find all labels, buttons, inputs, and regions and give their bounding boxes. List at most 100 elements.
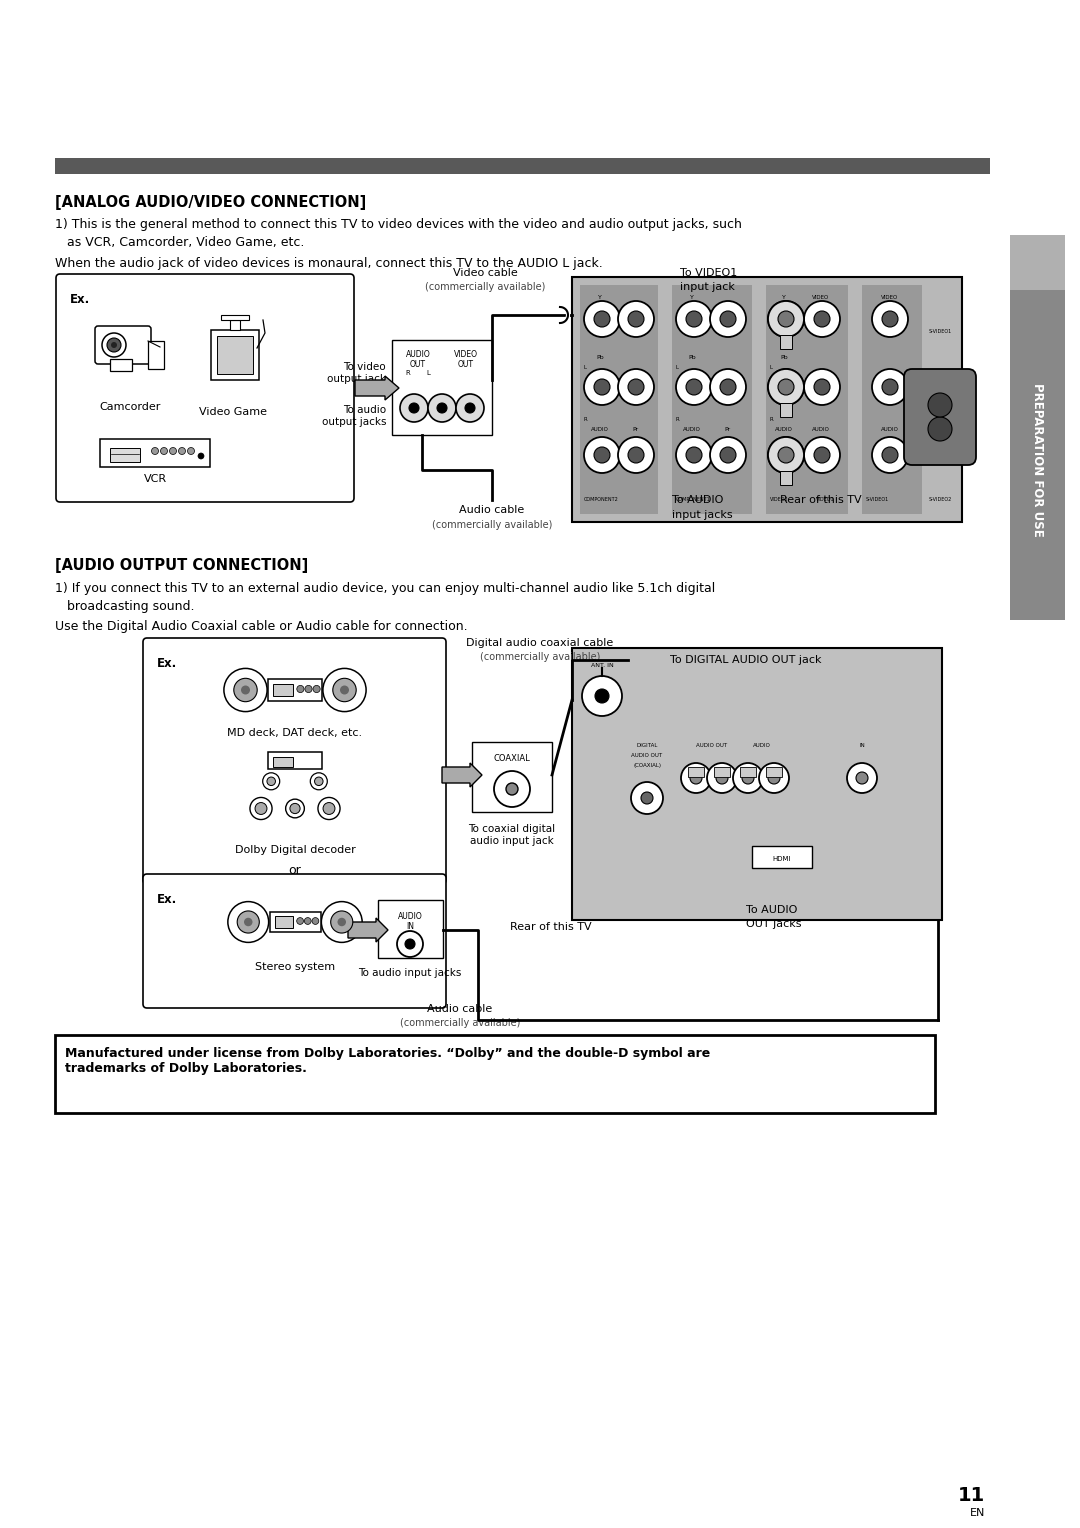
Text: Digital audio coaxial cable: Digital audio coaxial cable [467,639,613,648]
Text: (COAXIAL): (COAXIAL) [633,762,661,769]
Bar [672,286,752,513]
Circle shape [814,379,831,396]
Bar [55,1034,935,1112]
Circle shape [681,762,711,793]
Circle shape [397,931,423,957]
Text: (commercially available): (commercially available) [400,1018,521,1028]
Text: ANT. IN: ANT. IN [591,663,613,668]
Circle shape [768,437,804,474]
Circle shape [170,448,176,454]
Circle shape [804,301,840,338]
Circle shape [494,772,530,807]
Bar [211,330,259,380]
Circle shape [710,368,746,405]
Circle shape [814,448,831,463]
Circle shape [314,778,323,785]
Circle shape [312,918,319,924]
Bar [780,403,792,417]
Text: COAXIAL: COAXIAL [494,753,530,762]
Bar [780,471,792,484]
Circle shape [111,342,117,348]
Text: To video
output jack: To video output jack [327,362,386,384]
Circle shape [631,782,663,814]
Circle shape [686,379,702,396]
Text: To audio input jacks: To audio input jacks [359,969,461,978]
Text: AUDIO: AUDIO [881,426,899,432]
Text: R: R [676,417,679,422]
Circle shape [409,403,419,413]
Circle shape [710,301,746,338]
Circle shape [267,778,275,785]
Text: Y: Y [690,295,694,299]
Text: Rear of this TV: Rear of this TV [510,921,592,932]
Bar [273,683,293,697]
Circle shape [627,379,644,396]
FancyBboxPatch shape [56,274,354,503]
Text: Pb: Pb [596,354,604,361]
Text: COMPONENT1: COMPONENT1 [676,497,711,503]
Circle shape [161,448,167,454]
Bar [766,767,782,778]
Text: MD deck, DAT deck, etc.: MD deck, DAT deck, etc. [228,727,363,738]
Circle shape [594,312,610,327]
Text: To AUDIO: To AUDIO [746,905,797,915]
Circle shape [676,301,712,338]
Text: Use the Digital Audio Coaxial cable or Audio cable for connection.: Use the Digital Audio Coaxial cable or A… [55,620,468,633]
Bar [110,448,140,461]
Text: broadcasting sound.: broadcasting sound. [55,601,194,613]
Bar [714,767,730,778]
Circle shape [759,762,789,793]
Circle shape [882,312,897,327]
Circle shape [882,448,897,463]
Circle shape [804,368,840,405]
Text: To VIDEO1: To VIDEO1 [680,267,738,278]
Text: S-VIDEO1: S-VIDEO1 [929,329,951,335]
Text: When the audio jack of video devices is monaural, connect this TV to the AUDIO L: When the audio jack of video devices is … [55,257,603,270]
Circle shape [733,762,762,793]
FancyArrow shape [348,918,388,941]
Circle shape [627,448,644,463]
Circle shape [224,668,267,712]
Circle shape [584,368,620,405]
Bar [740,767,756,778]
Text: Pb: Pb [688,354,696,361]
Bar [378,900,443,958]
Text: Video cable: Video cable [453,267,517,278]
Text: R: R [584,417,588,422]
Circle shape [928,417,951,442]
Bar [100,439,210,468]
Text: OUT jacks: OUT jacks [746,918,801,929]
Circle shape [233,678,257,701]
Text: [AUDIO OUTPUT CONNECTION]: [AUDIO OUTPUT CONNECTION] [55,558,308,573]
Circle shape [716,772,728,784]
Circle shape [778,448,794,463]
Text: VIDEO: VIDEO [812,295,829,299]
Circle shape [428,394,456,422]
Text: as VCR, Camcorder, Video Game, etc.: as VCR, Camcorder, Video Game, etc. [55,235,305,249]
Text: (commercially available): (commercially available) [424,283,545,292]
Text: S-VIDEO1: S-VIDEO1 [866,497,889,503]
Text: To audio
output jacks: To audio output jacks [322,405,386,426]
Bar [766,286,848,513]
Circle shape [710,437,746,474]
Circle shape [102,333,126,358]
Circle shape [594,379,610,396]
Circle shape [285,799,305,817]
Circle shape [310,773,327,790]
Text: To DIGITAL AUDIO OUT jack: To DIGITAL AUDIO OUT jack [670,656,822,665]
Circle shape [768,437,804,474]
Text: AUDIO
IN: AUDIO IN [397,912,422,932]
Text: To coaxial digital
audio input jack: To coaxial digital audio input jack [469,824,555,845]
Circle shape [262,773,280,790]
Text: input jack: input jack [680,283,734,292]
Bar [274,917,294,927]
Text: (commercially available): (commercially available) [432,520,552,530]
Text: VCR: VCR [144,474,166,484]
Text: VIDEO: VIDEO [454,350,478,359]
Circle shape [768,368,804,405]
Bar [472,743,552,811]
Circle shape [507,782,518,795]
Text: or: or [288,863,301,877]
Circle shape [768,301,804,338]
Circle shape [244,918,253,926]
